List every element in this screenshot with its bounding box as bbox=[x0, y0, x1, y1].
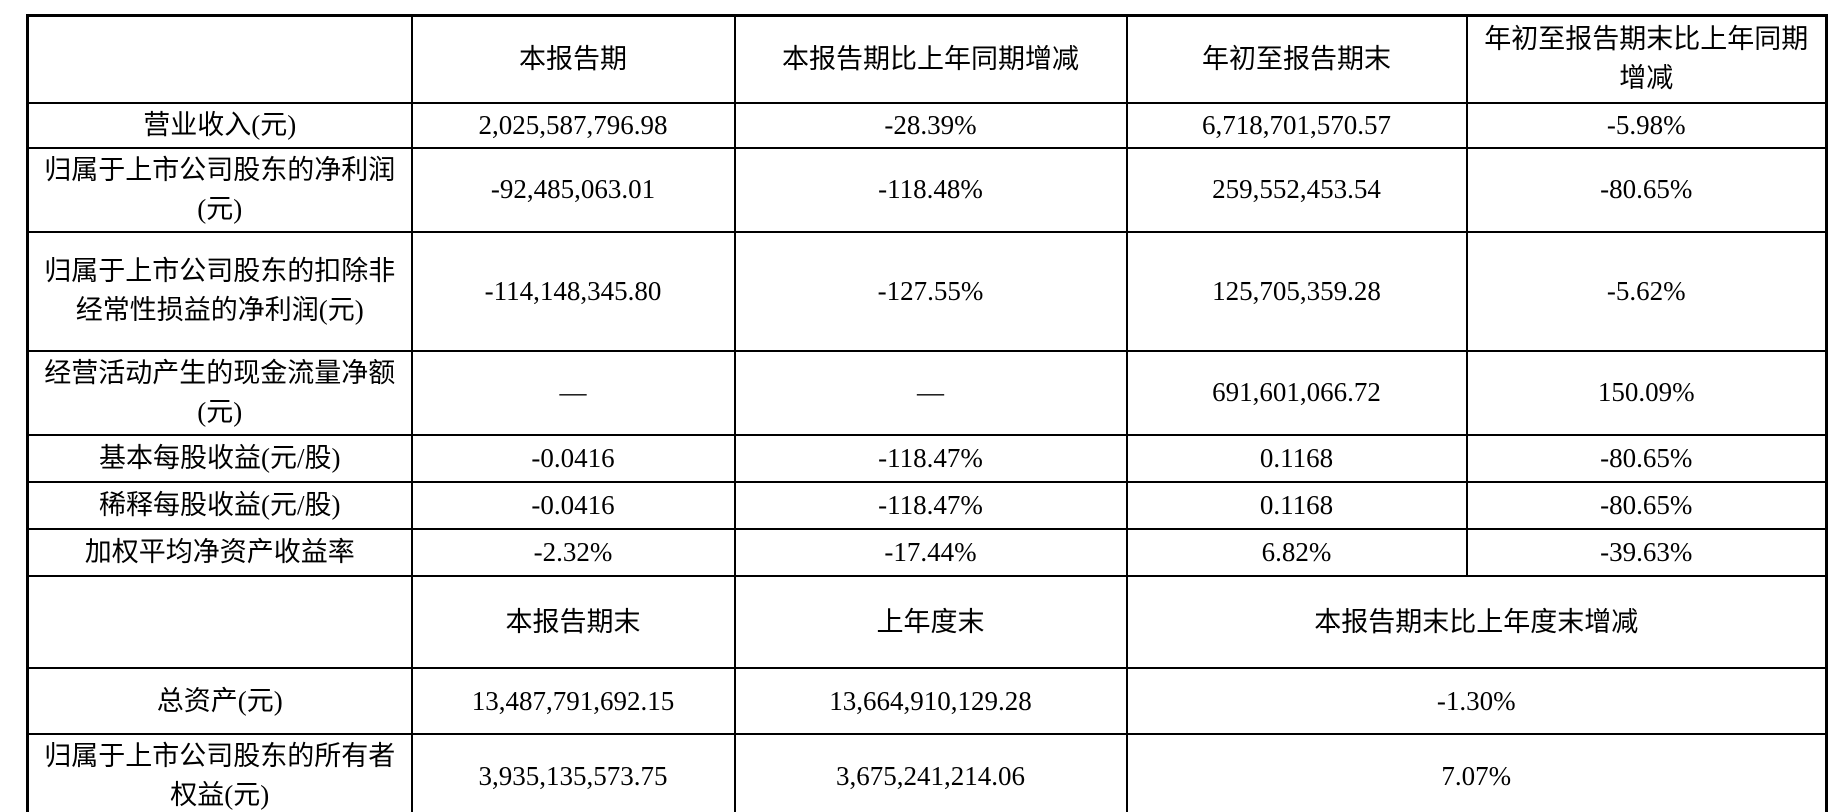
data-cell: 6.82% bbox=[1125, 528, 1468, 578]
data-cell: -118.47% bbox=[733, 481, 1128, 531]
data-cell: -2.32% bbox=[410, 528, 736, 578]
header-cell-yoy-change: 本报告期比上年同期增减 bbox=[733, 14, 1128, 104]
data-cell-dash: — bbox=[733, 349, 1128, 437]
data-cell: -80.65% bbox=[1465, 146, 1828, 233]
row-label: 经营活动产生的现金流量净额(元) bbox=[26, 349, 413, 437]
data-cell-span: 7.07% bbox=[1125, 733, 1828, 812]
row-label: 归属于上市公司股东的净利润(元) bbox=[26, 146, 413, 233]
row-label: 归属于上市公司股东的所有者权益(元) bbox=[26, 733, 413, 812]
header-cell-period-end: 本报告期末 bbox=[410, 575, 736, 670]
row-label: 归属于上市公司股东的扣除非经常性损益的净利润(元) bbox=[26, 230, 413, 352]
table-row-diluted-eps: 稀释每股收益(元/股) -0.0416 -118.47% 0.1168 -80.… bbox=[26, 481, 1828, 531]
data-cell: 125,705,359.28 bbox=[1125, 230, 1468, 352]
data-cell: -127.55% bbox=[733, 230, 1128, 352]
header-cell-ytd-yoy-change: 年初至报告期末比上年同期增减 bbox=[1465, 14, 1828, 104]
section1-header-row: 本报告期 本报告期比上年同期增减 年初至报告期末 年初至报告期末比上年同期增减 bbox=[26, 14, 1828, 104]
data-cell: -39.63% bbox=[1465, 528, 1828, 578]
data-cell: 2,025,587,796.98 bbox=[410, 101, 736, 149]
data-cell: -80.65% bbox=[1465, 434, 1828, 484]
row-label: 基本每股收益(元/股) bbox=[26, 434, 413, 484]
header-cell-blank bbox=[26, 575, 413, 670]
table-row-net-profit-excl-nonrecurring: 归属于上市公司股东的扣除非经常性损益的净利润(元) -114,148,345.8… bbox=[26, 230, 1828, 352]
data-cell: 13,487,791,692.15 bbox=[410, 667, 736, 736]
section2-header-row: 本报告期末 上年度末 本报告期末比上年度末增减 bbox=[26, 575, 1828, 670]
data-cell-span: -1.30% bbox=[1125, 667, 1828, 736]
data-cell: -92,485,063.01 bbox=[410, 146, 736, 233]
row-label: 营业收入(元) bbox=[26, 101, 413, 149]
data-cell: -118.48% bbox=[733, 146, 1128, 233]
header-cell-prior-year-end: 上年度末 bbox=[733, 575, 1128, 670]
table-row-revenue: 营业收入(元) 2,025,587,796.98 -28.39% 6,718,7… bbox=[26, 101, 1828, 149]
data-cell-dash: — bbox=[410, 349, 736, 437]
header-cell-ytd: 年初至报告期末 bbox=[1125, 14, 1468, 104]
data-cell: -80.65% bbox=[1465, 481, 1828, 531]
table-row-basic-eps: 基本每股收益(元/股) -0.0416 -118.47% 0.1168 -80.… bbox=[26, 434, 1828, 484]
data-cell: 0.1168 bbox=[1125, 481, 1468, 531]
table-row-operating-cash-flow: 经营活动产生的现金流量净额(元) — — 691,601,066.72 150.… bbox=[26, 349, 1828, 437]
data-cell: -0.0416 bbox=[410, 481, 736, 531]
row-label: 加权平均净资产收益率 bbox=[26, 528, 413, 578]
financial-summary-table: 本报告期 本报告期比上年同期增减 年初至报告期末 年初至报告期末比上年同期增减 … bbox=[26, 14, 1828, 812]
data-cell: -17.44% bbox=[733, 528, 1128, 578]
row-label: 总资产(元) bbox=[26, 667, 413, 736]
header-cell-current-period: 本报告期 bbox=[410, 14, 736, 104]
header-cell-blank bbox=[26, 14, 413, 104]
data-cell: -0.0416 bbox=[410, 434, 736, 484]
table-row-owners-equity: 归属于上市公司股东的所有者权益(元) 3,935,135,573.75 3,67… bbox=[26, 733, 1828, 812]
data-cell: 691,601,066.72 bbox=[1125, 349, 1468, 437]
data-cell: 6,718,701,570.57 bbox=[1125, 101, 1468, 149]
data-cell: -114,148,345.80 bbox=[410, 230, 736, 352]
data-cell: -118.47% bbox=[733, 434, 1128, 484]
data-cell: -5.98% bbox=[1465, 101, 1828, 149]
data-cell: 259,552,453.54 bbox=[1125, 146, 1468, 233]
data-cell: -28.39% bbox=[733, 101, 1128, 149]
table-row-weighted-avg-roe: 加权平均净资产收益率 -2.32% -17.44% 6.82% -39.63% bbox=[26, 528, 1828, 578]
table-row-total-assets: 总资产(元) 13,487,791,692.15 13,664,910,129.… bbox=[26, 667, 1828, 736]
row-label: 稀释每股收益(元/股) bbox=[26, 481, 413, 531]
data-cell: -5.62% bbox=[1465, 230, 1828, 352]
data-cell: 3,935,135,573.75 bbox=[410, 733, 736, 812]
data-cell: 13,664,910,129.28 bbox=[733, 667, 1128, 736]
data-cell: 150.09% bbox=[1465, 349, 1828, 437]
data-cell: 3,675,241,214.06 bbox=[733, 733, 1128, 812]
table-row-net-profit: 归属于上市公司股东的净利润(元) -92,485,063.01 -118.48%… bbox=[26, 146, 1828, 233]
data-cell: 0.1168 bbox=[1125, 434, 1468, 484]
header-cell-change-vs-prior-year-end: 本报告期末比上年度末增减 bbox=[1125, 575, 1828, 670]
